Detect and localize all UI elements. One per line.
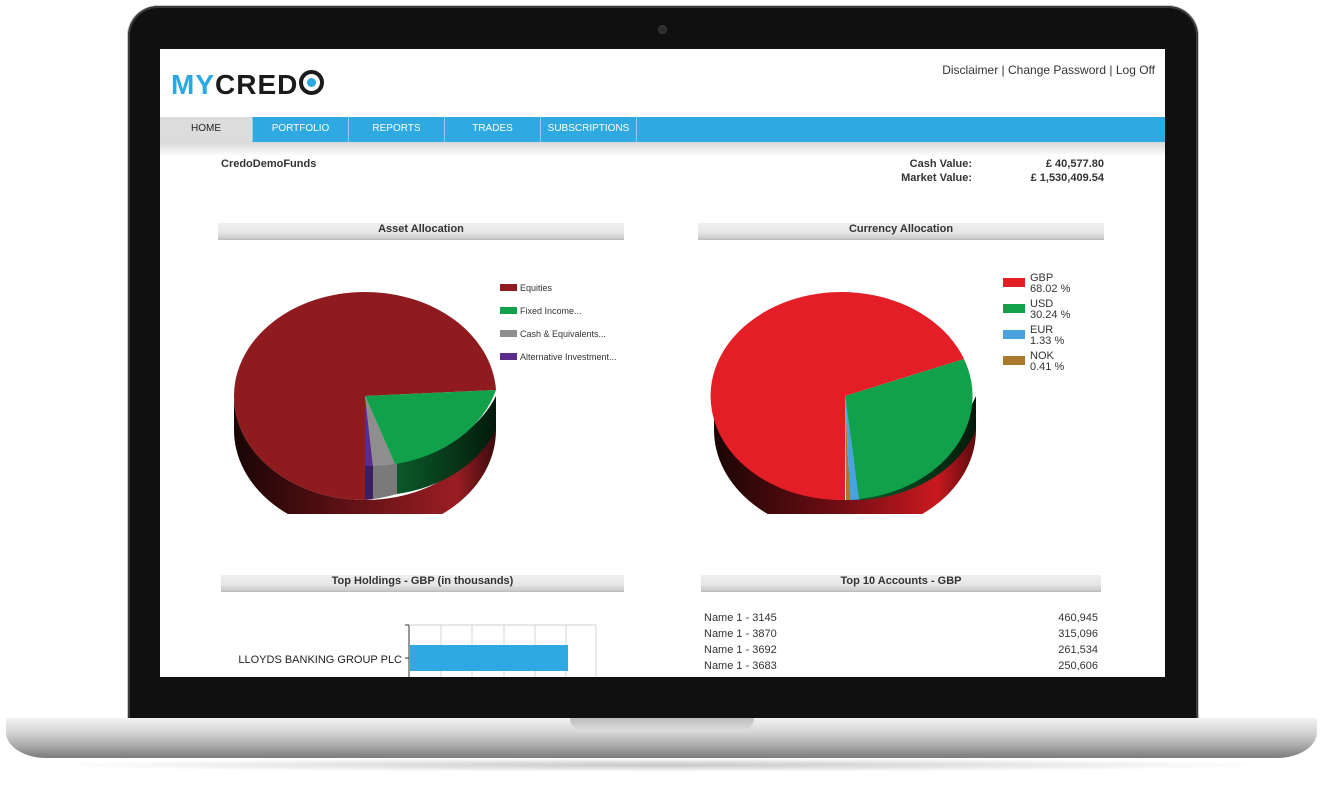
laptop-shadow [40,758,1283,772]
tab-trades[interactable]: TRADES [445,117,541,142]
tab-portfolio[interactable]: PORTFOLIO [253,117,349,142]
table-row[interactable]: Name 1 - 3692 261,534 [704,644,1098,660]
account-row-value: 261,534 [1058,644,1098,656]
holding-bar-lloyds [410,645,568,671]
currency-legend-eur: EUR 1.33 % [1003,325,1064,347]
top-accounts-title: Top 10 Accounts - GBP [701,575,1101,592]
asset-legend-cash: Cash & Equivalents... [500,329,606,339]
currency-legend-gbp: GBP 68.02 % [1003,273,1070,295]
header-links[interactable]: Disclaimer | Change Password | Log Off [942,63,1155,77]
logo-part-my: MY [171,69,215,100]
currency-allocation-pie [710,292,976,514]
asset-legend-alternative: Alternative Investment... [500,352,617,362]
account-row-name: Name 1 - 3683 [704,660,777,672]
top-holdings-chart [405,624,597,677]
account-row-value: 315,096 [1058,628,1098,640]
app-screen: MYCRED Disclaimer | Change Password | Lo… [160,49,1165,677]
table-row[interactable]: Name 1 - 3870 315,096 [704,628,1098,644]
tab-home[interactable]: HOME [160,117,253,142]
account-row-name: Name 1 - 3145 [704,612,777,624]
logo-part-credo: CRED [215,69,299,100]
nav-shadow [160,142,1165,156]
account-row-value: 460,945 [1058,612,1098,624]
logo-o-icon [299,70,325,95]
main-nav: HOME PORTFOLIO REPORTS TRADES SUBSCRIPTI… [160,117,1165,142]
account-row-name: Name 1 - 3870 [704,628,777,640]
asset-allocation-pie [234,291,496,514]
camera-icon [658,25,667,34]
market-value-label: Market Value: [901,172,972,184]
asset-allocation-title: Asset Allocation [218,223,624,240]
holding-label-lloyds: LLOYDS BANKING GROUP PLC [238,654,402,666]
account-name: CredoDemoFunds [221,158,317,170]
market-value: £ 1,530,409.54 [1030,172,1104,184]
cash-value-label: Cash Value: [909,158,972,170]
tab-reports[interactable]: REPORTS [349,117,445,142]
currency-legend-nok: NOK 0.41 % [1003,351,1064,373]
cash-value: £ 40,577.80 [1045,158,1104,170]
asset-legend-fixed-income: Fixed Income... [500,306,582,316]
logo[interactable]: MYCRED [171,69,325,101]
account-row-name: Name 1 - 3692 [704,644,777,656]
currency-allocation-title: Currency Allocation [698,223,1104,240]
table-row[interactable]: Name 1 - 3683 250,606 [704,660,1098,676]
asset-legend-equities: Equities [500,283,552,293]
tab-subscriptions[interactable]: SUBSCRIPTIONS [541,117,637,142]
top-holdings-title: Top Holdings - GBP (in thousands) [221,575,624,592]
account-row-value: 250,606 [1058,660,1098,672]
laptop-notch [570,718,754,732]
currency-legend-usd: USD 30.24 % [1003,299,1070,321]
table-row[interactable]: Name 1 - 3145 460,945 [704,612,1098,628]
